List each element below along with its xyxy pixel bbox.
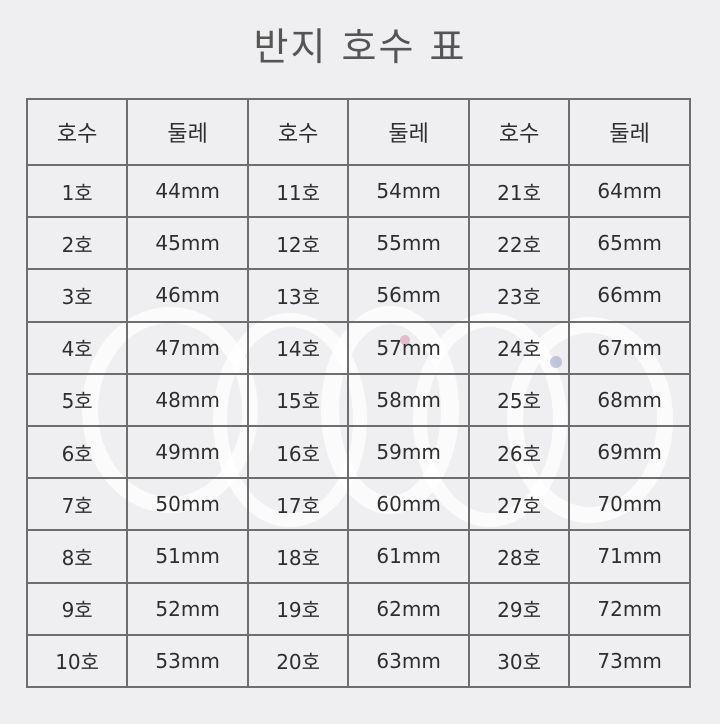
size-cell: 30호 bbox=[467, 633, 571, 689]
circumference-cell: 51mm bbox=[126, 529, 249, 584]
circumference-cell: 63mm bbox=[347, 633, 470, 689]
size-cell: 13호 bbox=[246, 268, 350, 323]
header-row: 호수 둘레 호수 둘레 호수 둘레 bbox=[25, 98, 691, 166]
size-cell: 1호 bbox=[25, 163, 129, 219]
table-body: 1호 44mm 11호 54mm 21호 64mm 2호 45mm 12호 55mm 22호 65mm… bbox=[25, 163, 691, 689]
circumference-cell: 58mm bbox=[347, 372, 470, 427]
size-cell: 22호 bbox=[467, 216, 571, 271]
table-row: 8호 51mm 18호 61mm 28호 71mm bbox=[25, 529, 691, 584]
header-size: 호수 bbox=[246, 98, 350, 166]
circumference-cell: 64mm bbox=[568, 163, 691, 219]
circumference-cell: 66mm bbox=[568, 268, 691, 323]
size-cell: 24호 bbox=[467, 320, 571, 375]
circumference-cell: 65mm bbox=[568, 216, 691, 271]
size-cell: 21호 bbox=[467, 163, 571, 219]
size-cell: 9호 bbox=[25, 581, 129, 636]
size-cell: 18호 bbox=[246, 529, 350, 584]
size-cell: 20호 bbox=[246, 633, 350, 689]
circumference-cell: 71mm bbox=[568, 529, 691, 584]
size-cell: 11호 bbox=[246, 163, 350, 219]
header-size: 호수 bbox=[467, 98, 571, 166]
circumference-cell: 55mm bbox=[347, 216, 470, 271]
table-row: 3호 46mm 13호 56mm 23호 66mm bbox=[25, 268, 691, 323]
size-cell: 26호 bbox=[467, 424, 571, 480]
size-cell: 17호 bbox=[246, 477, 350, 532]
table-row: 5호 48mm 15호 58mm 25호 68mm bbox=[25, 372, 691, 427]
size-cell: 23호 bbox=[467, 268, 571, 323]
circumference-cell: 72mm bbox=[568, 581, 691, 636]
circumference-cell: 67mm bbox=[568, 320, 691, 375]
size-cell: 16호 bbox=[246, 424, 350, 480]
header-circumference: 둘레 bbox=[347, 98, 470, 166]
header-circumference: 둘레 bbox=[568, 98, 691, 166]
size-cell: 29호 bbox=[467, 581, 571, 636]
size-cell: 14호 bbox=[246, 320, 350, 375]
circumference-cell: 47mm bbox=[126, 320, 249, 375]
circumference-cell: 57mm bbox=[347, 320, 470, 375]
header-size: 호수 bbox=[25, 98, 129, 166]
circumference-cell: 70mm bbox=[568, 477, 691, 532]
circumference-cell: 62mm bbox=[347, 581, 470, 636]
circumference-cell: 61mm bbox=[347, 529, 470, 584]
circumference-cell: 48mm bbox=[126, 372, 249, 427]
table-row: 10호 53mm 20호 63mm 30호 73mm bbox=[25, 633, 691, 689]
size-cell: 10호 bbox=[25, 633, 129, 689]
circumference-cell: 49mm bbox=[126, 424, 249, 480]
page-title: 반지 호수 표 bbox=[253, 25, 467, 69]
circumference-cell: 45mm bbox=[126, 216, 249, 271]
size-cell: 27호 bbox=[467, 477, 571, 532]
circumference-cell: 68mm bbox=[568, 372, 691, 427]
circumference-cell: 53mm bbox=[126, 633, 249, 689]
size-cell: 8호 bbox=[25, 529, 129, 584]
circumference-cell: 52mm bbox=[126, 581, 249, 636]
size-cell: 12호 bbox=[246, 216, 350, 271]
size-cell: 6호 bbox=[25, 424, 129, 480]
table-row: 9호 52mm 19호 62mm 29호 72mm bbox=[25, 581, 691, 636]
circumference-cell: 73mm bbox=[568, 633, 691, 689]
size-cell: 25호 bbox=[467, 372, 571, 427]
size-cell: 5호 bbox=[25, 372, 129, 427]
circumference-cell: 44mm bbox=[126, 163, 249, 219]
table-row: 2호 45mm 12호 55mm 22호 65mm bbox=[25, 216, 691, 271]
table-row: 1호 44mm 11호 54mm 21호 64mm bbox=[25, 163, 691, 219]
size-cell: 4호 bbox=[25, 320, 129, 375]
table-row: 7호 50mm 17호 60mm 27호 70mm bbox=[25, 477, 691, 532]
size-cell: 2호 bbox=[25, 216, 129, 271]
circumference-cell: 60mm bbox=[347, 477, 470, 532]
size-cell: 15호 bbox=[246, 372, 350, 427]
circumference-cell: 56mm bbox=[347, 268, 470, 323]
table-row: 6호 49mm 16호 59mm 26호 69mm bbox=[25, 424, 691, 480]
size-cell: 28호 bbox=[467, 529, 571, 584]
circumference-cell: 54mm bbox=[347, 163, 470, 219]
circumference-cell: 50mm bbox=[126, 477, 249, 532]
size-cell: 7호 bbox=[25, 477, 129, 532]
size-cell: 3호 bbox=[25, 268, 129, 323]
circumference-cell: 69mm bbox=[568, 424, 691, 480]
table-row: 4호 47mm 14호 57mm 24호 67mm bbox=[25, 320, 691, 375]
ring-size-table: 호수 둘레 호수 둘레 호수 둘레 1호 44mm 11호 54mm 21호 64mm 2호… bbox=[25, 98, 691, 689]
circumference-cell: 59mm bbox=[347, 424, 470, 480]
size-cell: 19호 bbox=[246, 581, 350, 636]
circumference-cell: 46mm bbox=[126, 268, 249, 323]
header-circumference: 둘레 bbox=[126, 98, 249, 166]
